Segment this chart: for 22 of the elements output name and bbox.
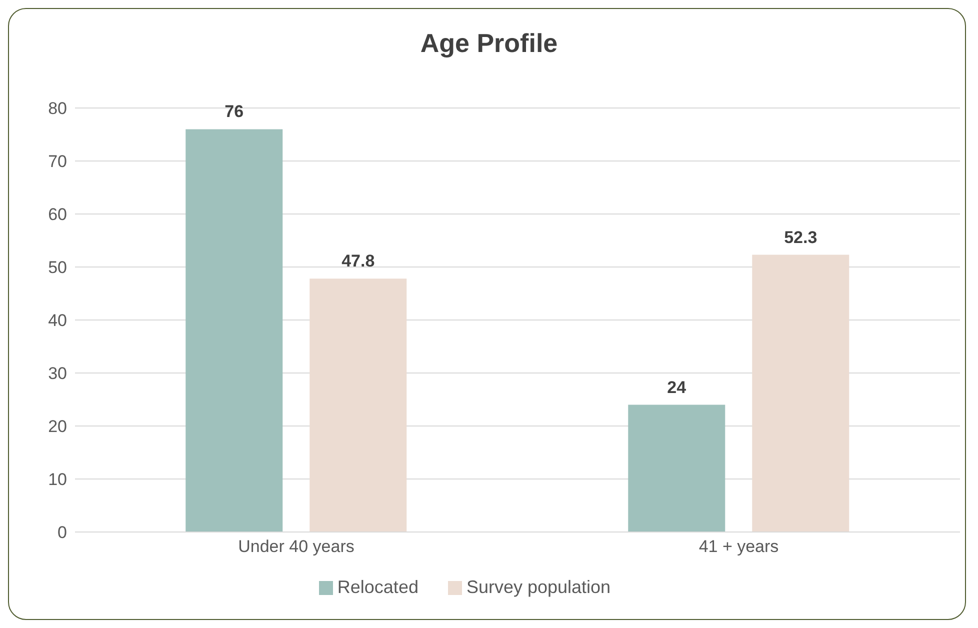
bar [310,278,407,532]
y-tick-label: 70 [48,152,67,172]
data-label: 47.8 [342,252,375,271]
legend-label: Relocated [337,577,418,597]
y-tick-label: 30 [48,364,67,384]
bar [628,404,726,532]
y-tick-label: 20 [48,417,67,436]
y-tick-label: 60 [48,205,67,224]
legend-label: Survey population [466,577,611,597]
bar [752,254,850,532]
y-tick-label: 0 [58,523,67,542]
x-tick-label: Under 40 years [238,537,354,556]
data-label: 76 [224,102,244,122]
x-tick-label: 41 + years [698,537,779,556]
y-tick-label: 50 [48,258,67,278]
y-tick-label: 10 [48,470,67,490]
chart-title: Age Profile [419,28,559,59]
y-tick-label: 80 [48,99,67,118]
bar [186,129,283,532]
data-label: 24 [667,378,687,397]
data-label: 52.3 [784,228,818,247]
y-tick-label: 40 [48,311,67,330]
